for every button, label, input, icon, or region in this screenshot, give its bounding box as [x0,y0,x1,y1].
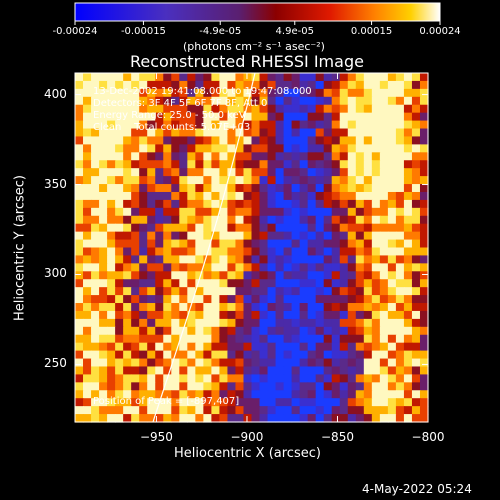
colorbar-units-label: (photons cm⁻² s⁻¹ asec⁻²) [183,40,325,53]
y-tick-label: 300 [44,266,67,281]
annotation-detectors: Detectors: 3F 4F 5F 6F 7F 8F, Att 0 [93,98,268,109]
x-axis-label: Heliocentric X (arcsec) [174,446,321,461]
x-tick-label: −800 [411,430,445,444]
colorbar-tick-label: -0.00024 [52,26,98,37]
y-tick-label: 350 [44,176,67,191]
colorbar-tick-label: 0.00024 [419,26,461,37]
colorbar-tick-label: -0.00015 [120,26,166,37]
heatmap [75,73,429,423]
solar-limb-line [152,72,256,423]
colorbar-tick-label: -4.9e-05 [199,26,242,37]
colorbar [74,2,441,25]
timestamp: 4-May-2022 05:24 [362,482,472,496]
x-tick-label: −850 [321,430,354,444]
y-axis-label: Heliocentric Y (arcsec) [12,175,28,321]
colorbar-tick-label: 0.00015 [350,26,393,37]
annotation-peak-position: Position of Peak = [-897,407] [93,396,240,407]
plot-title: Reconstructed RHESSI Image [130,52,364,71]
plot-frame [74,72,429,423]
y-tick-label: 400 [44,86,67,101]
annotation-time-range: 13-Dec-2002 19:41:08.000 to 19:47:08.000 [93,86,312,97]
colorbar-tick-label: 4.9e-05 [275,26,314,37]
annotation-energy-range: Energy Range: 25.0 - 50.0 keV [93,110,246,121]
y-tick-label: 250 [44,356,67,371]
annotation-total-counts: Clean Total counts: 5.07E+03 [93,122,251,133]
x-tick-label: −950 [139,430,173,444]
x-tick-label: −900 [230,430,264,444]
colorbar-gradient [74,2,441,22]
